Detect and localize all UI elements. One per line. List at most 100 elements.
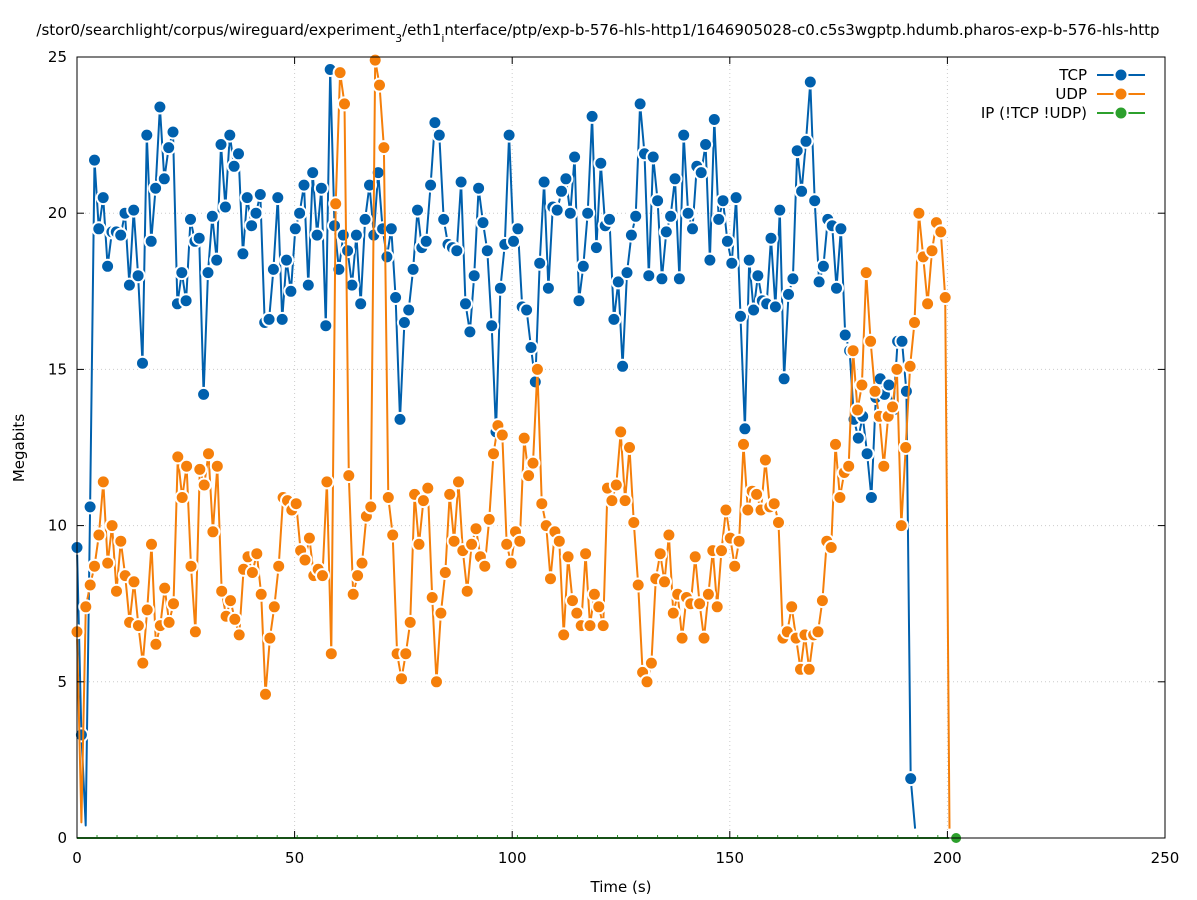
data-point [740,502,756,518]
data-point [446,533,462,549]
data-point [608,477,624,493]
data-point [693,165,709,181]
data-point [157,580,173,596]
data-point [279,252,294,268]
data-point [300,277,316,293]
data-point [340,243,356,259]
data-point [332,65,348,81]
data-point [567,149,583,165]
data-point [503,555,519,571]
data-point [510,221,526,237]
data-point [91,527,107,543]
data-point [121,277,137,293]
data-point [907,315,922,330]
title-part: /stor0/searchlight/corpus/wireguard/expe… [36,21,395,39]
data-point [532,255,548,271]
data-point [771,515,786,530]
data-point [394,671,409,687]
data-point [174,265,190,281]
data-point [262,630,278,646]
data-point [410,202,425,218]
data-point [512,533,528,549]
data-point [261,311,277,327]
x-axis-label: Time (s) [590,878,652,896]
data-point [575,258,591,274]
data-point [91,221,107,237]
data-point [733,308,748,324]
data-point [516,430,532,446]
plot-border [76,56,1166,839]
data-point [549,202,565,218]
data-point [602,211,617,227]
data-point [814,593,830,609]
data-point [183,211,198,227]
data-point [209,458,225,474]
data-point [776,371,792,387]
data-point [494,427,510,443]
data-point [345,586,361,602]
data-point [630,577,646,593]
data-point [87,152,102,168]
data-point [519,302,535,318]
data-point [685,221,700,237]
data-point [619,265,635,281]
data-point [736,436,751,452]
data-point [711,211,727,227]
data-point [466,268,482,284]
data-point [622,440,637,455]
data-point [823,540,839,555]
data-point [130,618,146,634]
data-point [178,293,194,309]
data-point [709,599,725,615]
data-point [429,674,444,690]
data-point [687,549,703,565]
data-point [87,558,102,574]
data-point [437,565,453,580]
data-point [584,108,600,124]
data-point [540,280,556,296]
data-point [565,593,580,609]
data-point [885,399,900,415]
data-point [318,318,334,334]
data-point [750,268,766,284]
axes: 0 50 100 150 200 250 0 5 10 15 20 25 [48,48,1179,867]
data-point [898,440,914,455]
data-point [920,296,936,312]
data-point [615,358,631,374]
data-point [702,252,718,268]
data-point [785,271,801,287]
data-point [341,468,357,484]
data-point [126,202,142,218]
data-point [100,555,116,571]
x-tick-label: 50 [285,849,304,867]
data-point [802,74,818,90]
data-point [335,227,351,243]
data-point [854,377,870,393]
data-point [271,558,287,574]
data-point [560,549,576,565]
data-point [881,377,897,393]
data-point [715,193,731,209]
data-point [562,205,578,221]
data-point [718,502,734,518]
data-point [436,211,452,227]
data-point [613,424,629,440]
data-point [700,586,716,602]
data-point [588,240,604,256]
data-point [911,205,927,221]
data-point [433,605,449,621]
data-point [204,208,220,224]
data-point [471,180,487,196]
legend-label: TCP [1058,66,1087,84]
data-point [591,599,607,615]
data-point [95,190,111,206]
data-point [213,137,229,152]
data-point [521,468,537,484]
data-point [192,461,208,477]
data-point [420,480,436,496]
data-point [156,171,172,187]
data-point [706,112,722,127]
data-point [850,430,866,446]
data-point [772,202,788,218]
data-point [95,474,111,490]
